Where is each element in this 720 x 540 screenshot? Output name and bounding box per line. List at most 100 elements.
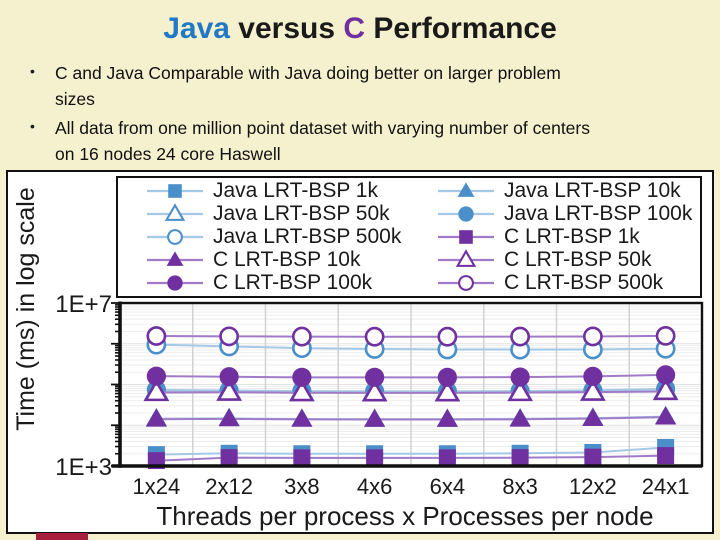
bullet-text: All data from one million point dataset … [55,115,590,167]
bullet-line: sizes [55,89,95,109]
data-point-marker [582,407,604,427]
series-line [156,390,666,394]
legend-label: C LRT-BSP 1k [504,224,640,248]
legend-triangle-open-icon [438,249,494,268]
legend-marker [168,183,182,198]
data-point-marker [655,406,677,425]
title-word-java: Java [163,12,230,45]
data-point-marker [366,449,384,467]
series-line [156,334,666,338]
title-word-c: C [343,12,366,45]
legend-triangle-icon [147,251,203,267]
x-tick-label: 6x4 [429,474,466,499]
series-group [143,325,679,469]
data-point-marker [584,448,602,466]
legend-triangle-icon [438,181,494,197]
data-point-marker [219,326,240,347]
legend-item-java-lrt-bsp-100k: Java LRT-BSP 100k [409,202,700,226]
data-point-marker [143,379,170,402]
data-point-marker [293,449,311,467]
data-point-marker [656,365,676,385]
legend-item-c-lrt-bsp-10k: C LRT-BSP 10k [118,248,409,272]
data-point-marker [219,367,239,387]
series-line [156,416,666,421]
legend-label: C LRT-BSP 50k [504,248,652,272]
legend-item-java-lrt-bsp-50k: Java LRT-BSP 50k [118,202,409,226]
series-line [156,446,666,456]
title-word-performance: Performance [365,12,557,45]
bullet-item: • C and Java Comparable with Java doing … [30,60,678,112]
bullet-line: All data from one million point dataset … [55,118,590,138]
data-point-marker [438,449,456,467]
legend-marker [164,203,186,221]
legend-item-java-lrt-bsp-1k: Java LRT-BSP 1k [118,179,409,203]
bullet-list: • C and Java Comparable with Java doing … [30,60,678,170]
bullet-line: on 16 nodes 24 core Haswell [55,144,281,164]
data-point-marker [582,326,603,347]
legend-marker [166,251,184,267]
data-point-marker [509,408,531,427]
data-point-marker [580,378,606,401]
legend-label: C LRT-BSP 100k [213,271,373,295]
data-point-marker [292,367,312,387]
page-title: Java versus C Performance [0,12,720,46]
data-point-marker [652,378,679,401]
legend-marker [167,275,183,292]
data-point-marker [365,367,385,387]
bullet-dot-icon: • [30,63,35,79]
data-point-marker [364,326,385,347]
legend-marker [455,249,477,268]
slide-logo-bar [36,533,88,540]
data-point-marker [434,379,461,402]
x-axis-title: Threads per process x Processes per node [156,501,654,531]
legend-square-icon [438,230,494,244]
series-c-lrt-bsp-10k [145,406,677,427]
legend-circle-icon [147,275,203,292]
x-tick-label: 2x12 [205,474,253,499]
x-tick-label: 4x6 [356,474,393,499]
y-tick-label: 1E+3 [55,454,112,481]
bullet-text: C and Java Comparable with Java doing be… [55,60,561,112]
legend-marker [459,230,473,244]
legend-item-c-lrt-bsp-500k: C LRT-BSP 500k [409,271,700,295]
legend-item-java-lrt-bsp-500k: Java LRT-BSP 500k [118,225,409,249]
legend-label: Java LRT-BSP 500k [213,224,402,248]
legend-label: Java LRT-BSP 100k [504,201,693,225]
data-point-marker [437,367,457,387]
bullet-line: C and Java Comparable with Java doing be… [55,63,561,83]
legend-marker [458,275,474,292]
bullet-item: • All data from one million point datase… [30,115,678,167]
legend-circle-icon [438,206,494,222]
legend-label: Java LRT-BSP 1k [213,178,378,202]
series-c-lrt-bsp-100k [146,365,676,387]
chart-legend: Java LRT-BSP 1k Java LRT-BSP 10k Java LRT-… [116,176,702,298]
legend-label: Java LRT-BSP 50k [213,201,390,225]
data-point-marker [145,408,167,427]
data-point-marker [511,449,529,467]
legend-marker [167,229,183,245]
data-point-marker [583,366,603,387]
legend-label: Java LRT-BSP 10k [504,178,681,202]
data-point-marker [220,449,238,467]
series-line [156,343,666,351]
data-point-marker [364,408,386,427]
data-point-marker [655,325,676,346]
data-point-marker [510,326,531,347]
legend-square-icon [147,183,203,198]
legend-marker [458,206,474,222]
x-tick-label: 24x1 [641,474,690,499]
y-axis-title: Time (ms) in log scale [12,187,40,431]
plot-area [111,301,704,469]
title-word-versus: versus [229,12,344,45]
legend-circle-open-icon [147,229,203,245]
x-tick-label: 12x2 [569,474,617,499]
legend-circle-open-icon [438,275,494,292]
legend-marker [457,181,475,197]
data-point-marker [510,367,530,387]
legend-label: C LRT-BSP 10k [213,248,361,272]
legend-label: C LRT-BSP 500k [504,271,664,295]
legend-item-c-lrt-bsp-100k: C LRT-BSP 100k [118,271,409,295]
data-point-marker [218,408,240,427]
series-c-lrt-bsp-50k [143,378,679,402]
y-tick-label: 1E+7 [55,291,112,318]
